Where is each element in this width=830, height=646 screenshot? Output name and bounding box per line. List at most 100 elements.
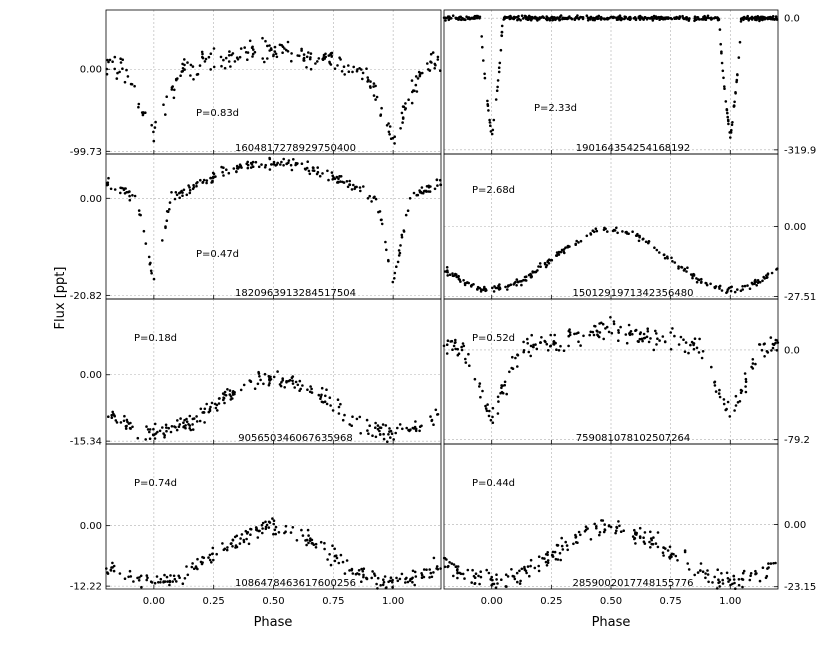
- data-point: [718, 395, 722, 399]
- y-tick-label: 0.00: [784, 520, 806, 531]
- data-point: [219, 55, 223, 59]
- data-point: [750, 365, 753, 369]
- data-point: [377, 210, 380, 214]
- data-point: [168, 580, 172, 584]
- data-point: [111, 60, 114, 63]
- data-point: [615, 226, 618, 230]
- data-point: [490, 575, 494, 579]
- data-point: [566, 548, 569, 552]
- data-point: [448, 561, 451, 564]
- data-point: [376, 427, 380, 431]
- data-point: [179, 74, 182, 77]
- data-point: [261, 36, 264, 40]
- data-point: [533, 566, 537, 570]
- data-point: [758, 281, 762, 284]
- data-point: [169, 574, 172, 577]
- data-point: [196, 72, 200, 76]
- data-point: [754, 278, 757, 282]
- data-point: [446, 339, 450, 343]
- data-point: [544, 17, 548, 21]
- data-point: [697, 278, 701, 282]
- data-point: [189, 428, 193, 432]
- data-point: [264, 520, 267, 524]
- data-point: [434, 408, 438, 412]
- data-point: [501, 391, 505, 395]
- data-point: [291, 382, 295, 385]
- data-point: [487, 414, 491, 418]
- data-point: [239, 47, 243, 50]
- data-point: [163, 573, 166, 577]
- data-point: [422, 568, 426, 571]
- data-point: [454, 341, 457, 344]
- data-point: [749, 572, 753, 575]
- data-point: [202, 178, 206, 182]
- data-point: [321, 172, 324, 175]
- data-point: [266, 44, 269, 48]
- data-point: [599, 15, 603, 19]
- data-point: [188, 188, 192, 192]
- data-point: [164, 226, 167, 230]
- data-point: [409, 577, 412, 581]
- data-point: [725, 291, 728, 295]
- data-point: [326, 558, 329, 561]
- data-point: [593, 18, 596, 22]
- data-point: [145, 425, 148, 428]
- data-point: [283, 531, 286, 535]
- data-point: [258, 375, 261, 378]
- data-point: [272, 532, 275, 536]
- data-point: [593, 324, 596, 328]
- data-point: [201, 52, 204, 56]
- data-point: [413, 583, 417, 587]
- data-point: [234, 546, 237, 549]
- data-point: [337, 561, 341, 565]
- data-point: [478, 385, 481, 388]
- data-point: [210, 561, 213, 564]
- data-point: [726, 115, 729, 119]
- data-point: [761, 279, 764, 283]
- data-point: [227, 54, 231, 57]
- data-point: [107, 415, 110, 419]
- data-point: [366, 429, 369, 432]
- data-point: [488, 118, 491, 122]
- data-point: [549, 259, 552, 262]
- data-point: [638, 18, 642, 21]
- data-point: [546, 561, 550, 564]
- data-point: [212, 558, 215, 562]
- data-point: [462, 344, 466, 348]
- data-point: [106, 181, 110, 184]
- data-point: [589, 538, 593, 541]
- data-point: [607, 524, 611, 528]
- data-point: [242, 538, 246, 542]
- data-point: [450, 562, 454, 565]
- data-point: [169, 430, 173, 434]
- data-point: [290, 168, 294, 172]
- source-id-label: 759081078102507264: [576, 433, 691, 444]
- data-point: [633, 537, 636, 541]
- data-point: [682, 338, 685, 342]
- data-point: [245, 537, 248, 541]
- data-point: [498, 283, 501, 286]
- data-point: [317, 57, 321, 60]
- data-point: [366, 79, 370, 82]
- data-point: [741, 288, 744, 291]
- data-point: [595, 526, 598, 530]
- data-point: [162, 103, 165, 106]
- data-point: [350, 567, 354, 571]
- data-point: [334, 554, 338, 557]
- data-point: [338, 175, 342, 178]
- data-point: [744, 390, 748, 394]
- data-point: [213, 402, 217, 406]
- data-point: [173, 197, 177, 201]
- data-point: [646, 327, 649, 331]
- data-point: [210, 181, 213, 184]
- data-point: [539, 265, 542, 269]
- data-point: [649, 530, 652, 534]
- data-point: [574, 536, 577, 539]
- y-tick-label: 0.00: [80, 521, 102, 532]
- data-point: [358, 186, 362, 189]
- data-point: [348, 179, 352, 183]
- y-axis-label: Flux [ppt]: [53, 267, 68, 330]
- data-point: [173, 425, 176, 428]
- data-point: [404, 213, 408, 217]
